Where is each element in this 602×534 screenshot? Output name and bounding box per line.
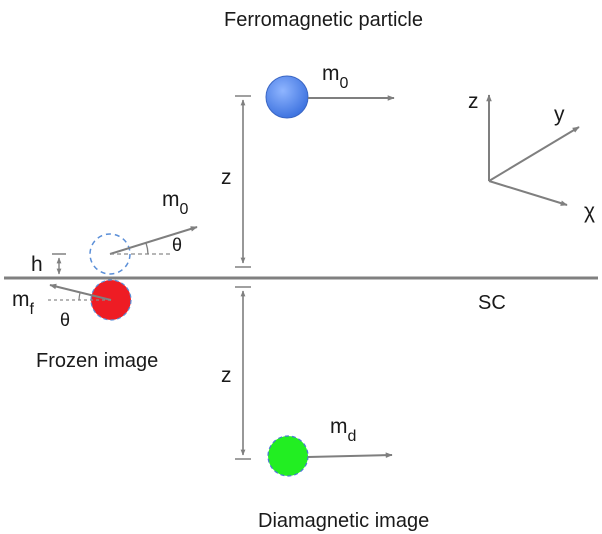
md-label: md: [330, 415, 356, 445]
ferromagnetic-particle: [265, 75, 309, 119]
tilted-particle-outline: [89, 233, 131, 275]
h-label: h: [31, 253, 43, 276]
m0-tilted-arrow: [109, 226, 198, 255]
theta-lower-arc: [78, 292, 81, 301]
mf-arrow: [49, 283, 112, 301]
sc-label: SC: [478, 292, 506, 314]
theta-upper-arc: [145, 242, 149, 255]
m0-top-label: m0: [322, 62, 349, 92]
theta-lower-label: θ: [60, 310, 70, 330]
diamagnetic-image-label: Diamagnetic image: [258, 510, 429, 532]
theta-upper-label: θ: [172, 235, 182, 255]
mf-label: mf: [12, 288, 35, 318]
m0-tilted-label: m0: [162, 188, 189, 218]
axis-x-label: χ: [584, 200, 595, 223]
y-axis-arrow: [488, 126, 580, 182]
axis-y-label: y: [554, 103, 565, 126]
md-arrow: [307, 452, 393, 458]
ferromagnetic-particle-label: Ferromagnetic particle: [224, 9, 423, 31]
frozen-image-label: Frozen image: [36, 350, 158, 372]
axis-z-label: z: [468, 90, 479, 113]
diamagnetic-image-particle: [267, 435, 309, 477]
x-axis-arrow: [488, 180, 568, 206]
z-top-label: z: [221, 166, 232, 189]
z-bottom-label: z: [221, 364, 232, 387]
